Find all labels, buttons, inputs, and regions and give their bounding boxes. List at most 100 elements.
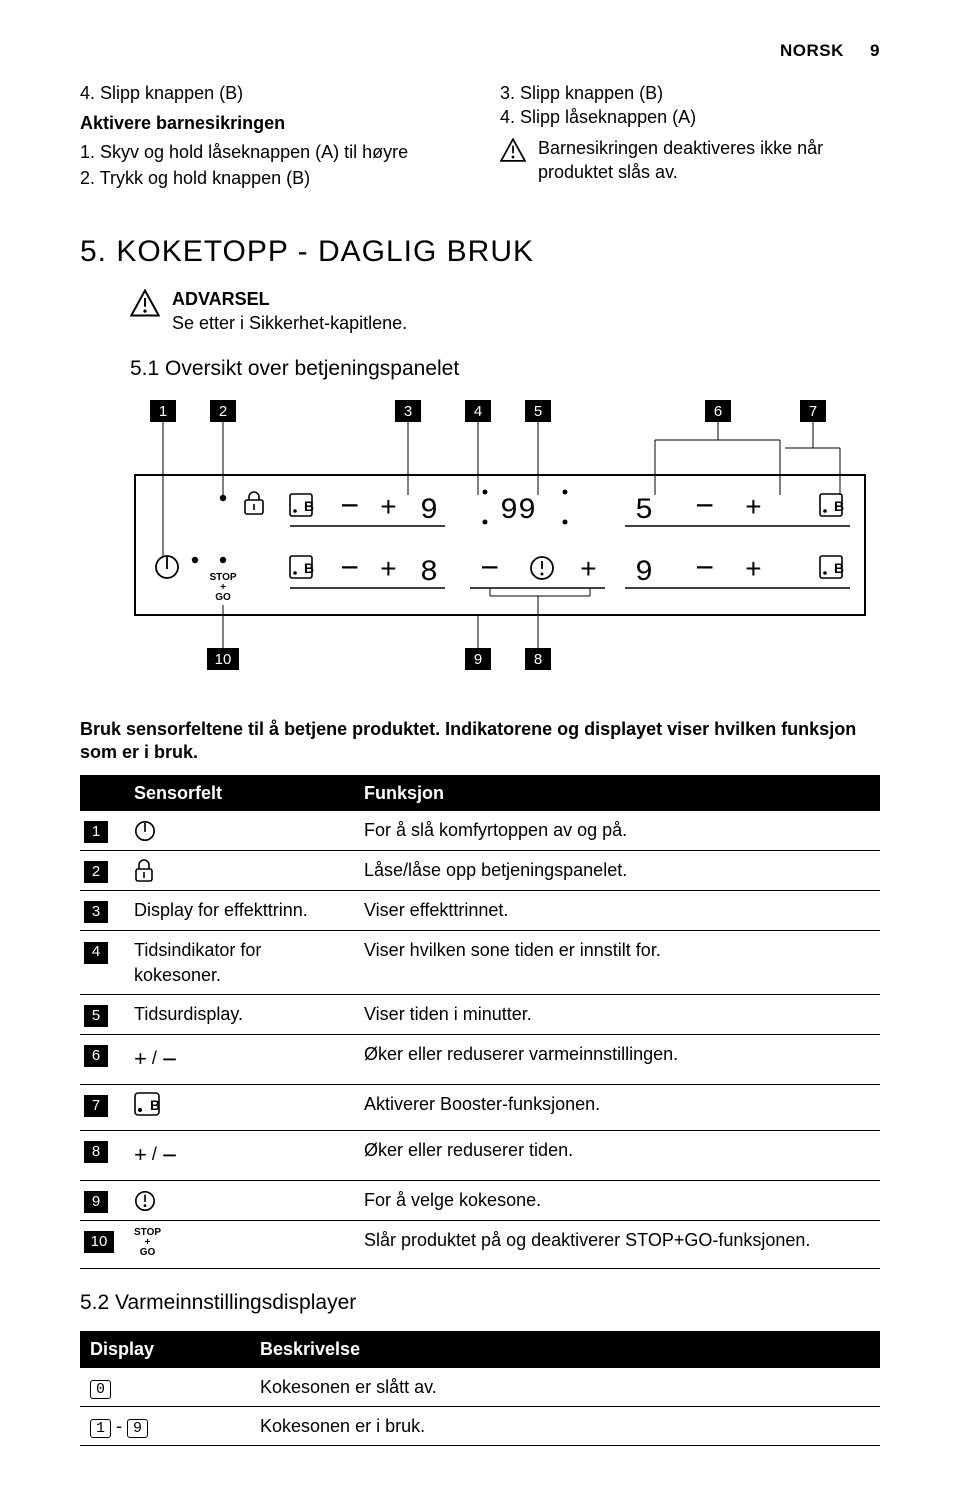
th-funksjon: Funksjon (354, 775, 880, 811)
row-func: Aktiverer Booster-funksjonen. (354, 1085, 880, 1130)
table-row: 7 B Aktiverer Booster-funksjonen. (80, 1085, 880, 1130)
row-sense: Tidsindikator for kokesoner. (124, 931, 354, 995)
sub-5-2: 5.2 Varmeinnstillingsdisplayer (80, 1289, 880, 1317)
tr-warning: Barnesikringen deaktiveres ikke når prod… (500, 136, 880, 185)
svg-text:9: 9 (474, 651, 482, 668)
table-row: 8 + / − Øker eller reduserer tiden. (80, 1130, 880, 1180)
row-func: Slår produktet på og deaktiverer STOP+GO… (354, 1220, 880, 1268)
plus-icon: + (134, 1046, 147, 1071)
svg-text:10: 10 (215, 651, 232, 668)
row-func: Låse/låse opp betjeningspanelet. (354, 851, 880, 891)
row-num: 8 (84, 1141, 108, 1163)
table-row: 3 Display for effekttrinn. Viser effektt… (80, 891, 880, 931)
power-icon (134, 820, 156, 842)
table-row: 1 For å slå komfyrtoppen av og på. (80, 811, 880, 851)
seg-9-icon: 9 (127, 1419, 148, 1438)
row-num: 7 (84, 1095, 108, 1117)
table-row: 0 Kokesonen er slått av. (80, 1368, 880, 1407)
table-row: 2 Låse/låse opp betjeningspanelet. (80, 851, 880, 891)
seg-0-icon: 0 (90, 1380, 111, 1399)
panel-svg: 1 2 3 4 5 6 7 (80, 400, 880, 690)
th-sensorfelt: Sensorfelt (124, 775, 354, 811)
svg-text:+: + (380, 494, 397, 525)
row-num: 6 (84, 1045, 108, 1067)
svg-text:9: 9 (635, 556, 653, 590)
svg-text:1: 1 (159, 403, 167, 420)
row-sense: Tidsurdisplay. (124, 995, 354, 1035)
svg-text:+: + (580, 556, 597, 587)
warning-icon (500, 138, 526, 162)
tr-warn-text: Barnesikringen deaktiveres ikke når prod… (538, 136, 880, 185)
th-beskrivelse: Beskrivelse (250, 1331, 880, 1367)
tl-line1: 4. Slipp knappen (B) (80, 81, 460, 105)
row-func: Viser effekttrinnet. (354, 891, 880, 931)
lock-icon (134, 859, 154, 883)
svg-text:8: 8 (534, 651, 542, 668)
sensor-function-table: Sensorfelt Funksjon 1 For å slå komfyrto… (80, 775, 880, 1269)
seg-1-icon: 1 (90, 1419, 111, 1438)
intro-text: Bruk sensorfeltene til å betjene produkt… (80, 718, 880, 765)
advarsel-text: Se etter i Sikkerhet-kapitlene. (172, 311, 407, 335)
warning-icon (130, 289, 160, 317)
svg-text:2: 2 (219, 403, 227, 420)
table-row: 1 - 9 Kokesonen er i bruk. (80, 1407, 880, 1446)
table-row: 9 For å velge kokesone. (80, 1180, 880, 1220)
tl-step1: 1. Skyv og hold låseknappen (A) til høyr… (98, 140, 460, 164)
svg-text:−: − (480, 551, 499, 588)
svg-text:B: B (150, 1097, 160, 1113)
svg-text:9: 9 (420, 494, 438, 528)
svg-text:5: 5 (635, 494, 653, 528)
svg-text:−: − (340, 551, 359, 588)
svg-text:3: 3 (404, 403, 412, 420)
svg-text:+: + (745, 556, 762, 587)
disp-row-txt: Kokesonen er slått av. (250, 1368, 880, 1407)
row-func: For å slå komfyrtoppen av og på. (354, 811, 880, 851)
table-row: 10 STOP+GO Slår produktet på og deaktive… (80, 1220, 880, 1268)
tr-line1: 3. Slipp knappen (B) (500, 81, 880, 105)
svg-text:+: + (380, 556, 397, 587)
svg-text:−: − (695, 489, 714, 526)
minus-icon: − (162, 1140, 177, 1170)
tl-bold: Aktivere barnesikringen (80, 111, 460, 135)
tl-step2: 2. Trykk og hold knappen (B) (98, 166, 460, 190)
svg-text:8: 8 (420, 556, 438, 590)
top-two-columns: 4. Slipp knappen (B) Aktivere barnesikri… (80, 81, 880, 192)
row-num: 2 (84, 861, 108, 883)
svg-text:B: B (304, 498, 314, 514)
row-sense: Display for effekttrinn. (124, 891, 354, 931)
disp-row-txt: Kokesonen er i bruk. (250, 1407, 880, 1446)
display-table: Display Beskrivelse 0 Kokesonen er slått… (80, 1331, 880, 1446)
table-row: 5 Tidsurdisplay. Viser tiden i minutter. (80, 995, 880, 1035)
sub-5-1: 5.1 Oversikt over betjeningspanelet (80, 355, 880, 383)
top-left-col: 4. Slipp knappen (B) Aktivere barnesikri… (80, 81, 460, 192)
advarsel-block: ADVARSEL Se etter i Sikkerhet-kapitlene. (80, 287, 880, 336)
clock-icon (134, 1190, 156, 1212)
row-num: 3 (84, 901, 108, 923)
svg-text:−: − (340, 489, 359, 526)
row-func: Viser hvilken sone tiden er innstilt for… (354, 931, 880, 995)
row-num: 4 (84, 942, 108, 964)
row-func: For å velge kokesone. (354, 1180, 880, 1220)
table-row: 4 Tidsindikator for kokesoner. Viser hvi… (80, 931, 880, 995)
header-lang: NORSK (780, 41, 844, 60)
svg-text:GO: GO (215, 592, 231, 603)
row-num: 5 (84, 1005, 108, 1027)
svg-text:−: − (695, 551, 714, 588)
svg-text:B: B (304, 560, 314, 576)
booster-icon: B (134, 1092, 160, 1116)
control-panel-figure: 1 2 3 4 5 6 7 (80, 400, 880, 696)
svg-text:4: 4 (474, 403, 482, 420)
svg-text:6: 6 (714, 403, 722, 420)
top-right-col: 3. Slipp knappen (B) 4. Slipp låseknappe… (500, 81, 880, 192)
svg-text:+: + (745, 494, 762, 525)
svg-text:99: 99 (500, 494, 536, 528)
row-func: Øker eller reduserer tiden. (354, 1130, 880, 1180)
row-num: 10 (84, 1231, 114, 1253)
row-func: Viser tiden i minutter. (354, 995, 880, 1035)
stopgo-icon: STOP+GO (134, 1228, 161, 1258)
row-func: Øker eller reduserer varmeinnstillingen. (354, 1035, 880, 1085)
row-num: 9 (84, 1191, 108, 1213)
svg-text:B: B (834, 560, 844, 576)
table-row: 6 + / − Øker eller reduserer varmeinnsti… (80, 1035, 880, 1085)
tr-line2: 4. Slipp låseknappen (A) (500, 105, 880, 129)
